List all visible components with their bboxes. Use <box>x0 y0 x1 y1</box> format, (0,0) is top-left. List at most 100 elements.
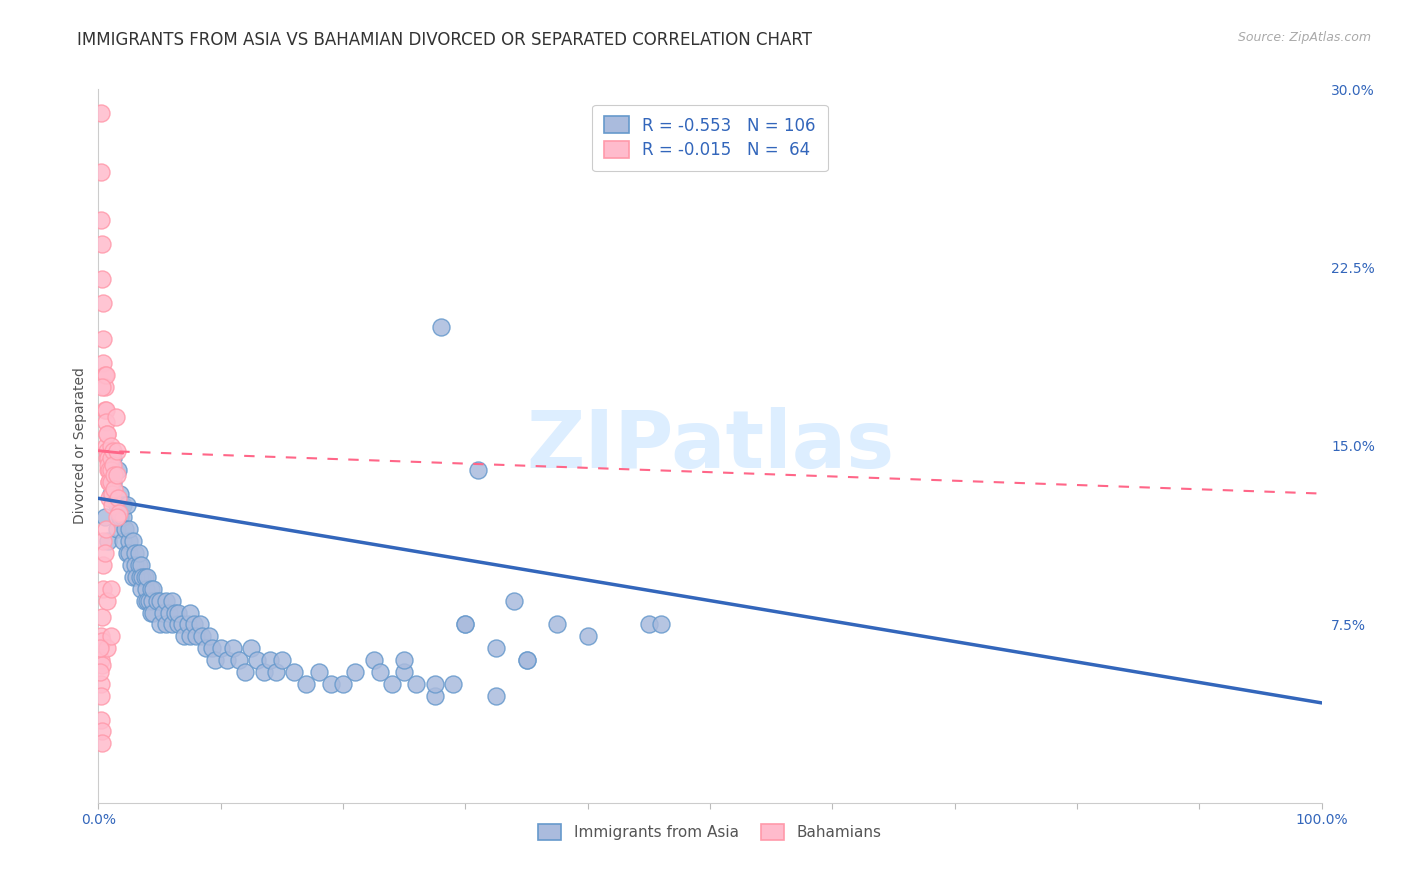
Point <box>100 439 122 453</box>
Point <box>233 665 256 679</box>
Point <box>124 546 146 560</box>
Point <box>96 427 118 442</box>
Point <box>101 450 124 465</box>
Point <box>100 582 122 596</box>
Point <box>93 510 115 524</box>
Point <box>215 653 238 667</box>
Point <box>111 534 134 549</box>
Point <box>101 499 124 513</box>
Point <box>197 629 219 643</box>
Point <box>91 332 114 346</box>
Point <box>134 570 156 584</box>
Point <box>89 641 111 656</box>
Point <box>146 593 169 607</box>
Point <box>332 677 354 691</box>
Point <box>110 510 132 524</box>
Point <box>96 450 118 465</box>
Point <box>141 593 163 607</box>
Point <box>128 558 150 572</box>
Point <box>167 617 190 632</box>
Point <box>91 356 114 370</box>
Point <box>546 617 568 632</box>
Point <box>91 724 114 739</box>
Point <box>100 463 122 477</box>
Point <box>129 558 152 572</box>
Point <box>308 665 330 679</box>
Point <box>576 629 599 643</box>
Point <box>98 475 121 489</box>
Point <box>637 617 661 632</box>
Point <box>139 606 162 620</box>
Point <box>201 641 224 656</box>
Point <box>111 499 134 513</box>
Point <box>96 593 118 607</box>
Point <box>139 582 162 596</box>
Point <box>142 606 165 620</box>
Point <box>368 665 391 679</box>
Point <box>105 467 128 482</box>
Point <box>100 629 122 643</box>
Point <box>101 458 124 472</box>
Point <box>98 463 121 477</box>
Point <box>93 403 115 417</box>
Point <box>392 665 416 679</box>
Point <box>93 368 115 382</box>
Point <box>91 582 114 596</box>
Point <box>195 641 218 656</box>
Point <box>89 665 111 679</box>
Point <box>149 593 172 607</box>
Point <box>115 499 138 513</box>
Point <box>129 582 152 596</box>
Point <box>131 570 153 584</box>
Point <box>90 713 112 727</box>
Point <box>98 491 121 506</box>
Point <box>101 443 124 458</box>
Text: Source: ZipAtlas.com: Source: ZipAtlas.com <box>1237 31 1371 45</box>
Point <box>97 534 120 549</box>
Point <box>363 653 385 667</box>
Point <box>105 522 128 536</box>
Point <box>179 629 201 643</box>
Point <box>115 546 138 560</box>
Point <box>515 653 537 667</box>
Point <box>381 677 404 691</box>
Point <box>167 606 190 620</box>
Point <box>135 582 157 596</box>
Point <box>94 368 117 382</box>
Point <box>91 634 114 648</box>
Point <box>90 689 112 703</box>
Point <box>91 296 114 310</box>
Point <box>111 510 134 524</box>
Point <box>91 379 114 393</box>
Point <box>129 570 152 584</box>
Point <box>96 427 118 442</box>
Point <box>149 617 172 632</box>
Point <box>120 558 142 572</box>
Point <box>97 463 120 477</box>
Legend: Immigrants from Asia, Bahamians: Immigrants from Asia, Bahamians <box>533 818 887 847</box>
Point <box>170 617 193 632</box>
Point <box>183 617 205 632</box>
Point <box>107 491 129 506</box>
Point <box>155 617 177 632</box>
Point <box>98 475 121 489</box>
Point <box>108 506 131 520</box>
Point <box>283 665 305 679</box>
Point <box>100 475 122 489</box>
Point <box>467 463 489 477</box>
Point <box>90 165 112 179</box>
Point <box>222 641 245 656</box>
Point <box>441 677 464 691</box>
Point <box>107 463 129 477</box>
Text: ZIPatlas: ZIPatlas <box>526 407 894 485</box>
Point <box>104 410 127 425</box>
Point <box>101 486 124 500</box>
Point <box>138 593 160 607</box>
Point <box>259 653 281 667</box>
Point <box>485 689 508 703</box>
Point <box>188 617 211 632</box>
Point <box>136 570 159 584</box>
Point <box>295 677 318 691</box>
Point <box>650 617 672 632</box>
Point <box>152 606 174 620</box>
